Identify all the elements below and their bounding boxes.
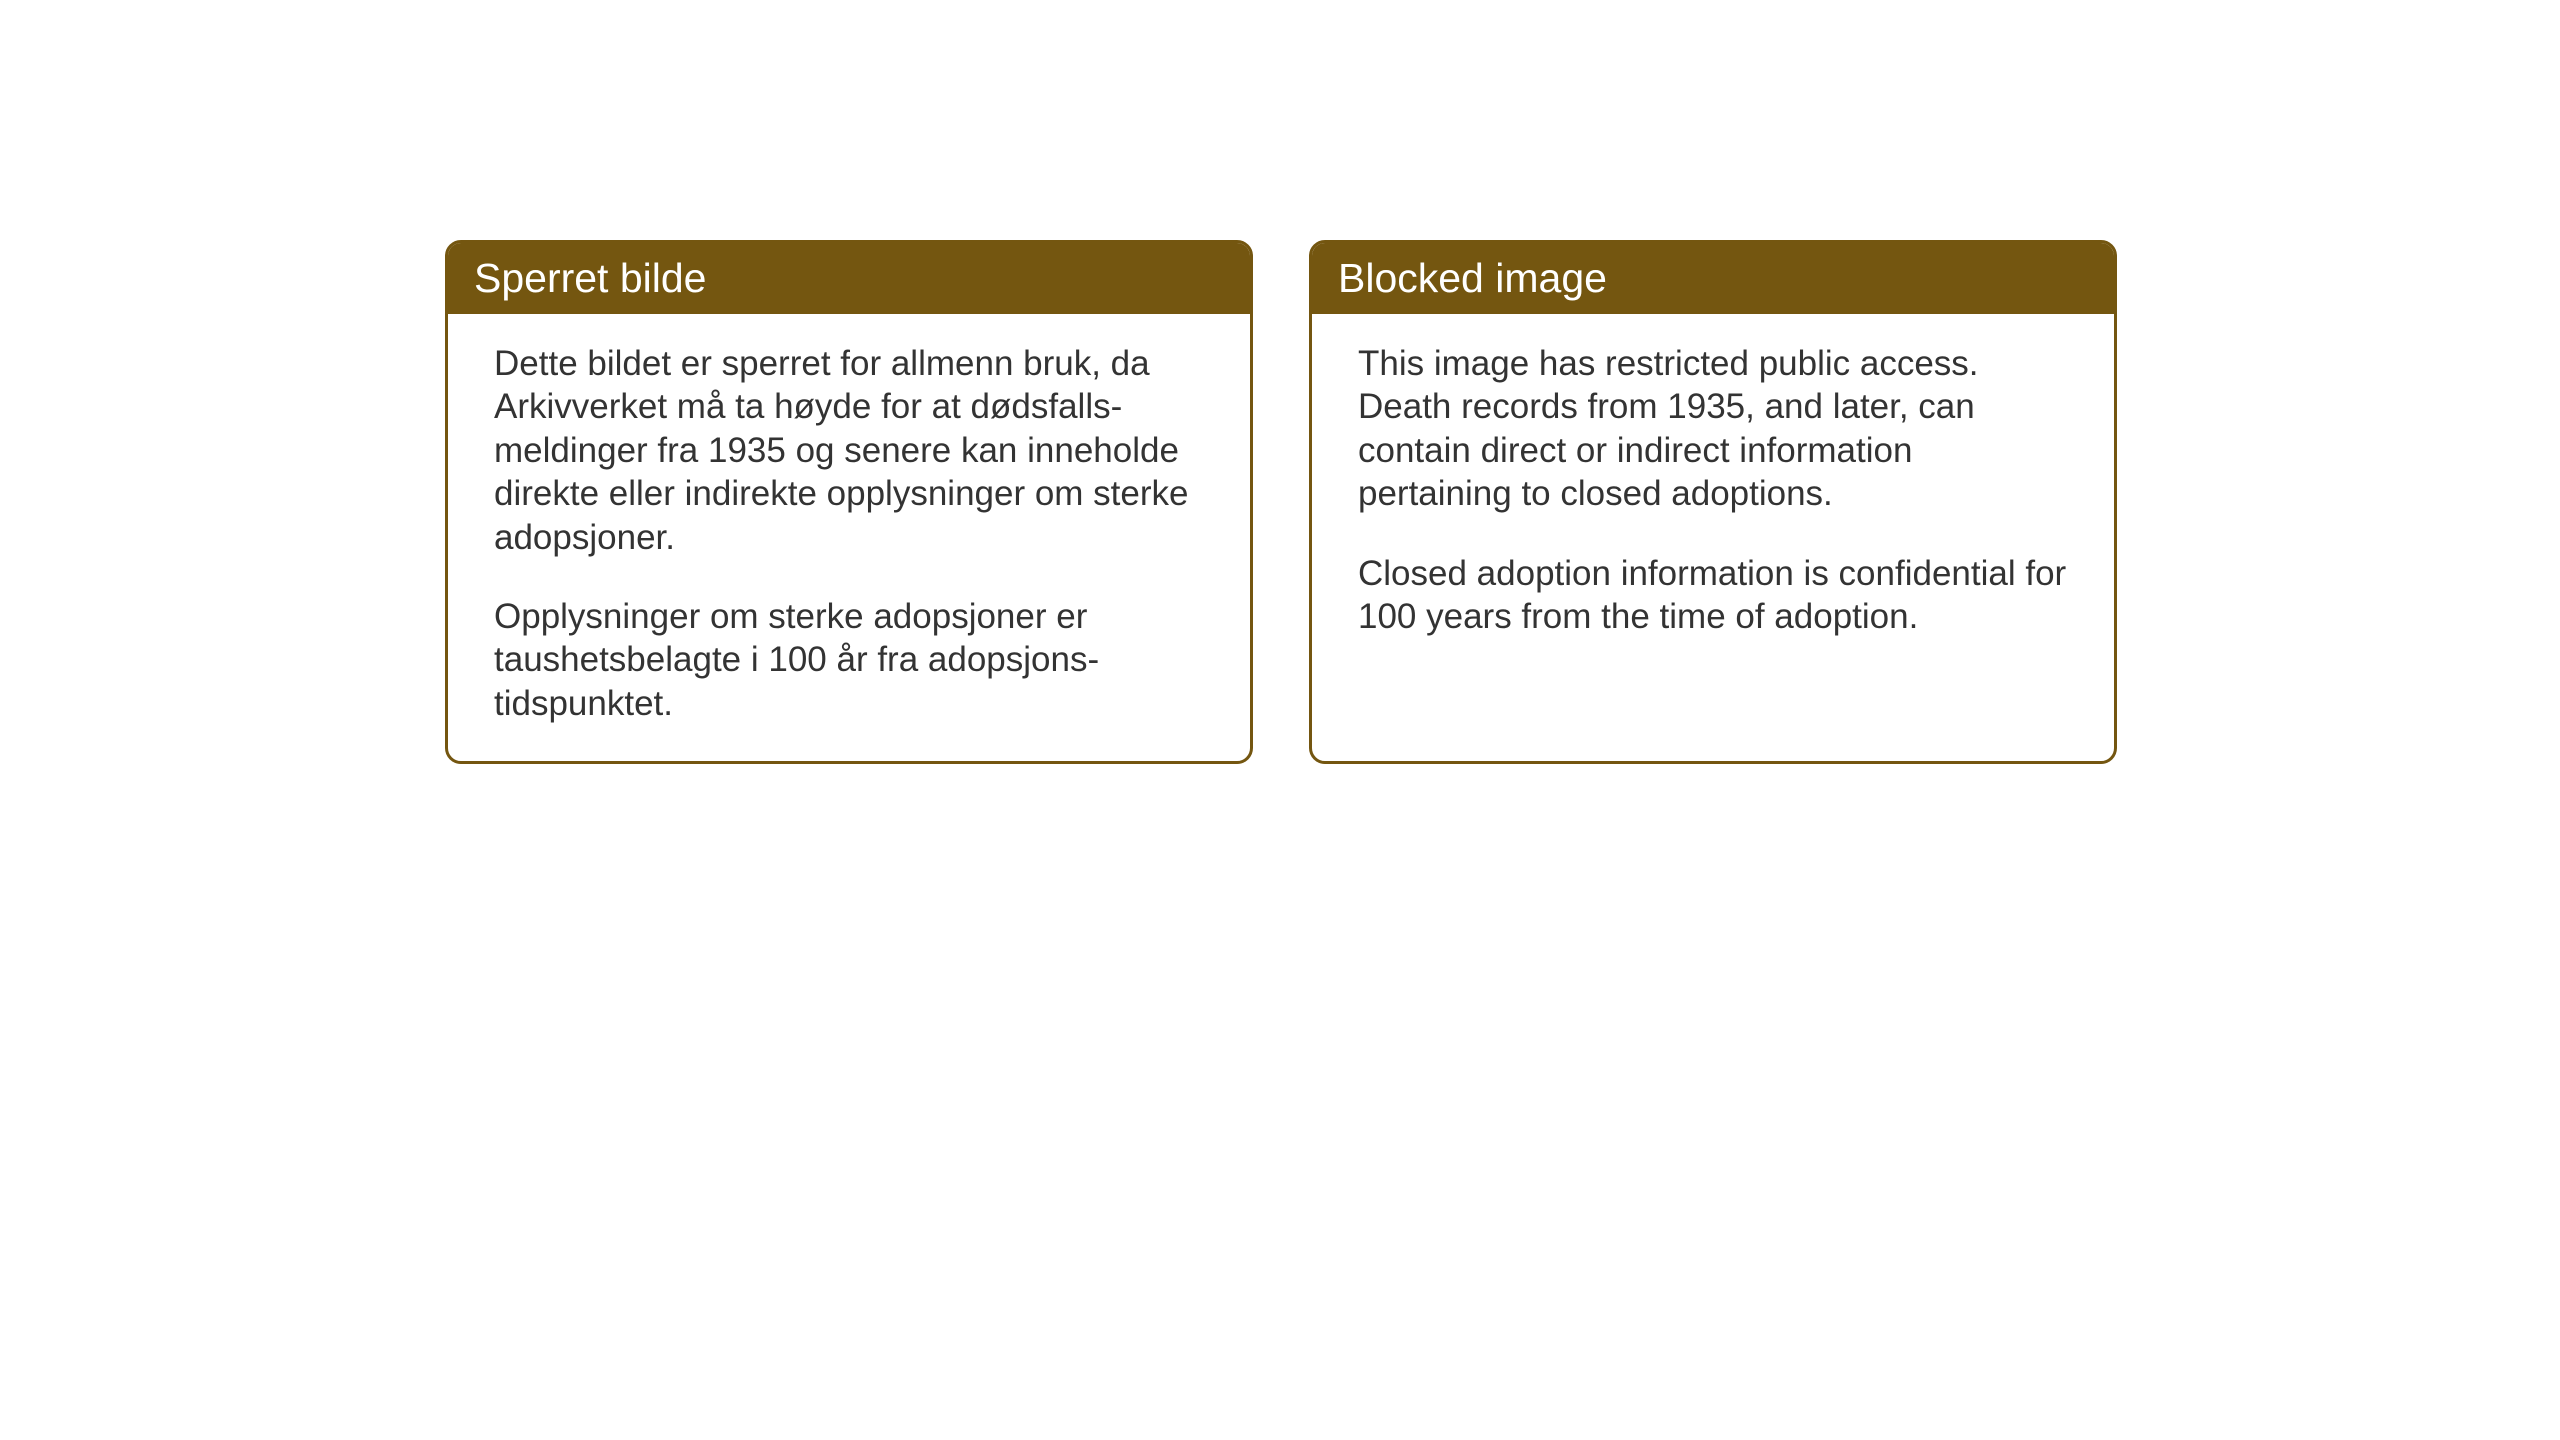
- english-paragraph-1: This image has restricted public access.…: [1358, 342, 2068, 516]
- english-card: Blocked image This image has restricted …: [1309, 240, 2117, 764]
- norwegian-paragraph-2: Opplysninger om sterke adopsjoner er tau…: [494, 595, 1204, 725]
- cards-container: Sperret bilde Dette bildet er sperret fo…: [445, 240, 2117, 764]
- norwegian-card-body: Dette bildet er sperret for allmenn bruk…: [448, 314, 1250, 761]
- english-paragraph-2: Closed adoption information is confident…: [1358, 552, 2068, 639]
- english-card-body: This image has restricted public access.…: [1312, 314, 2114, 674]
- norwegian-card-title: Sperret bilde: [448, 243, 1250, 314]
- norwegian-card: Sperret bilde Dette bildet er sperret fo…: [445, 240, 1253, 764]
- english-card-title: Blocked image: [1312, 243, 2114, 314]
- norwegian-paragraph-1: Dette bildet er sperret for allmenn bruk…: [494, 342, 1204, 559]
